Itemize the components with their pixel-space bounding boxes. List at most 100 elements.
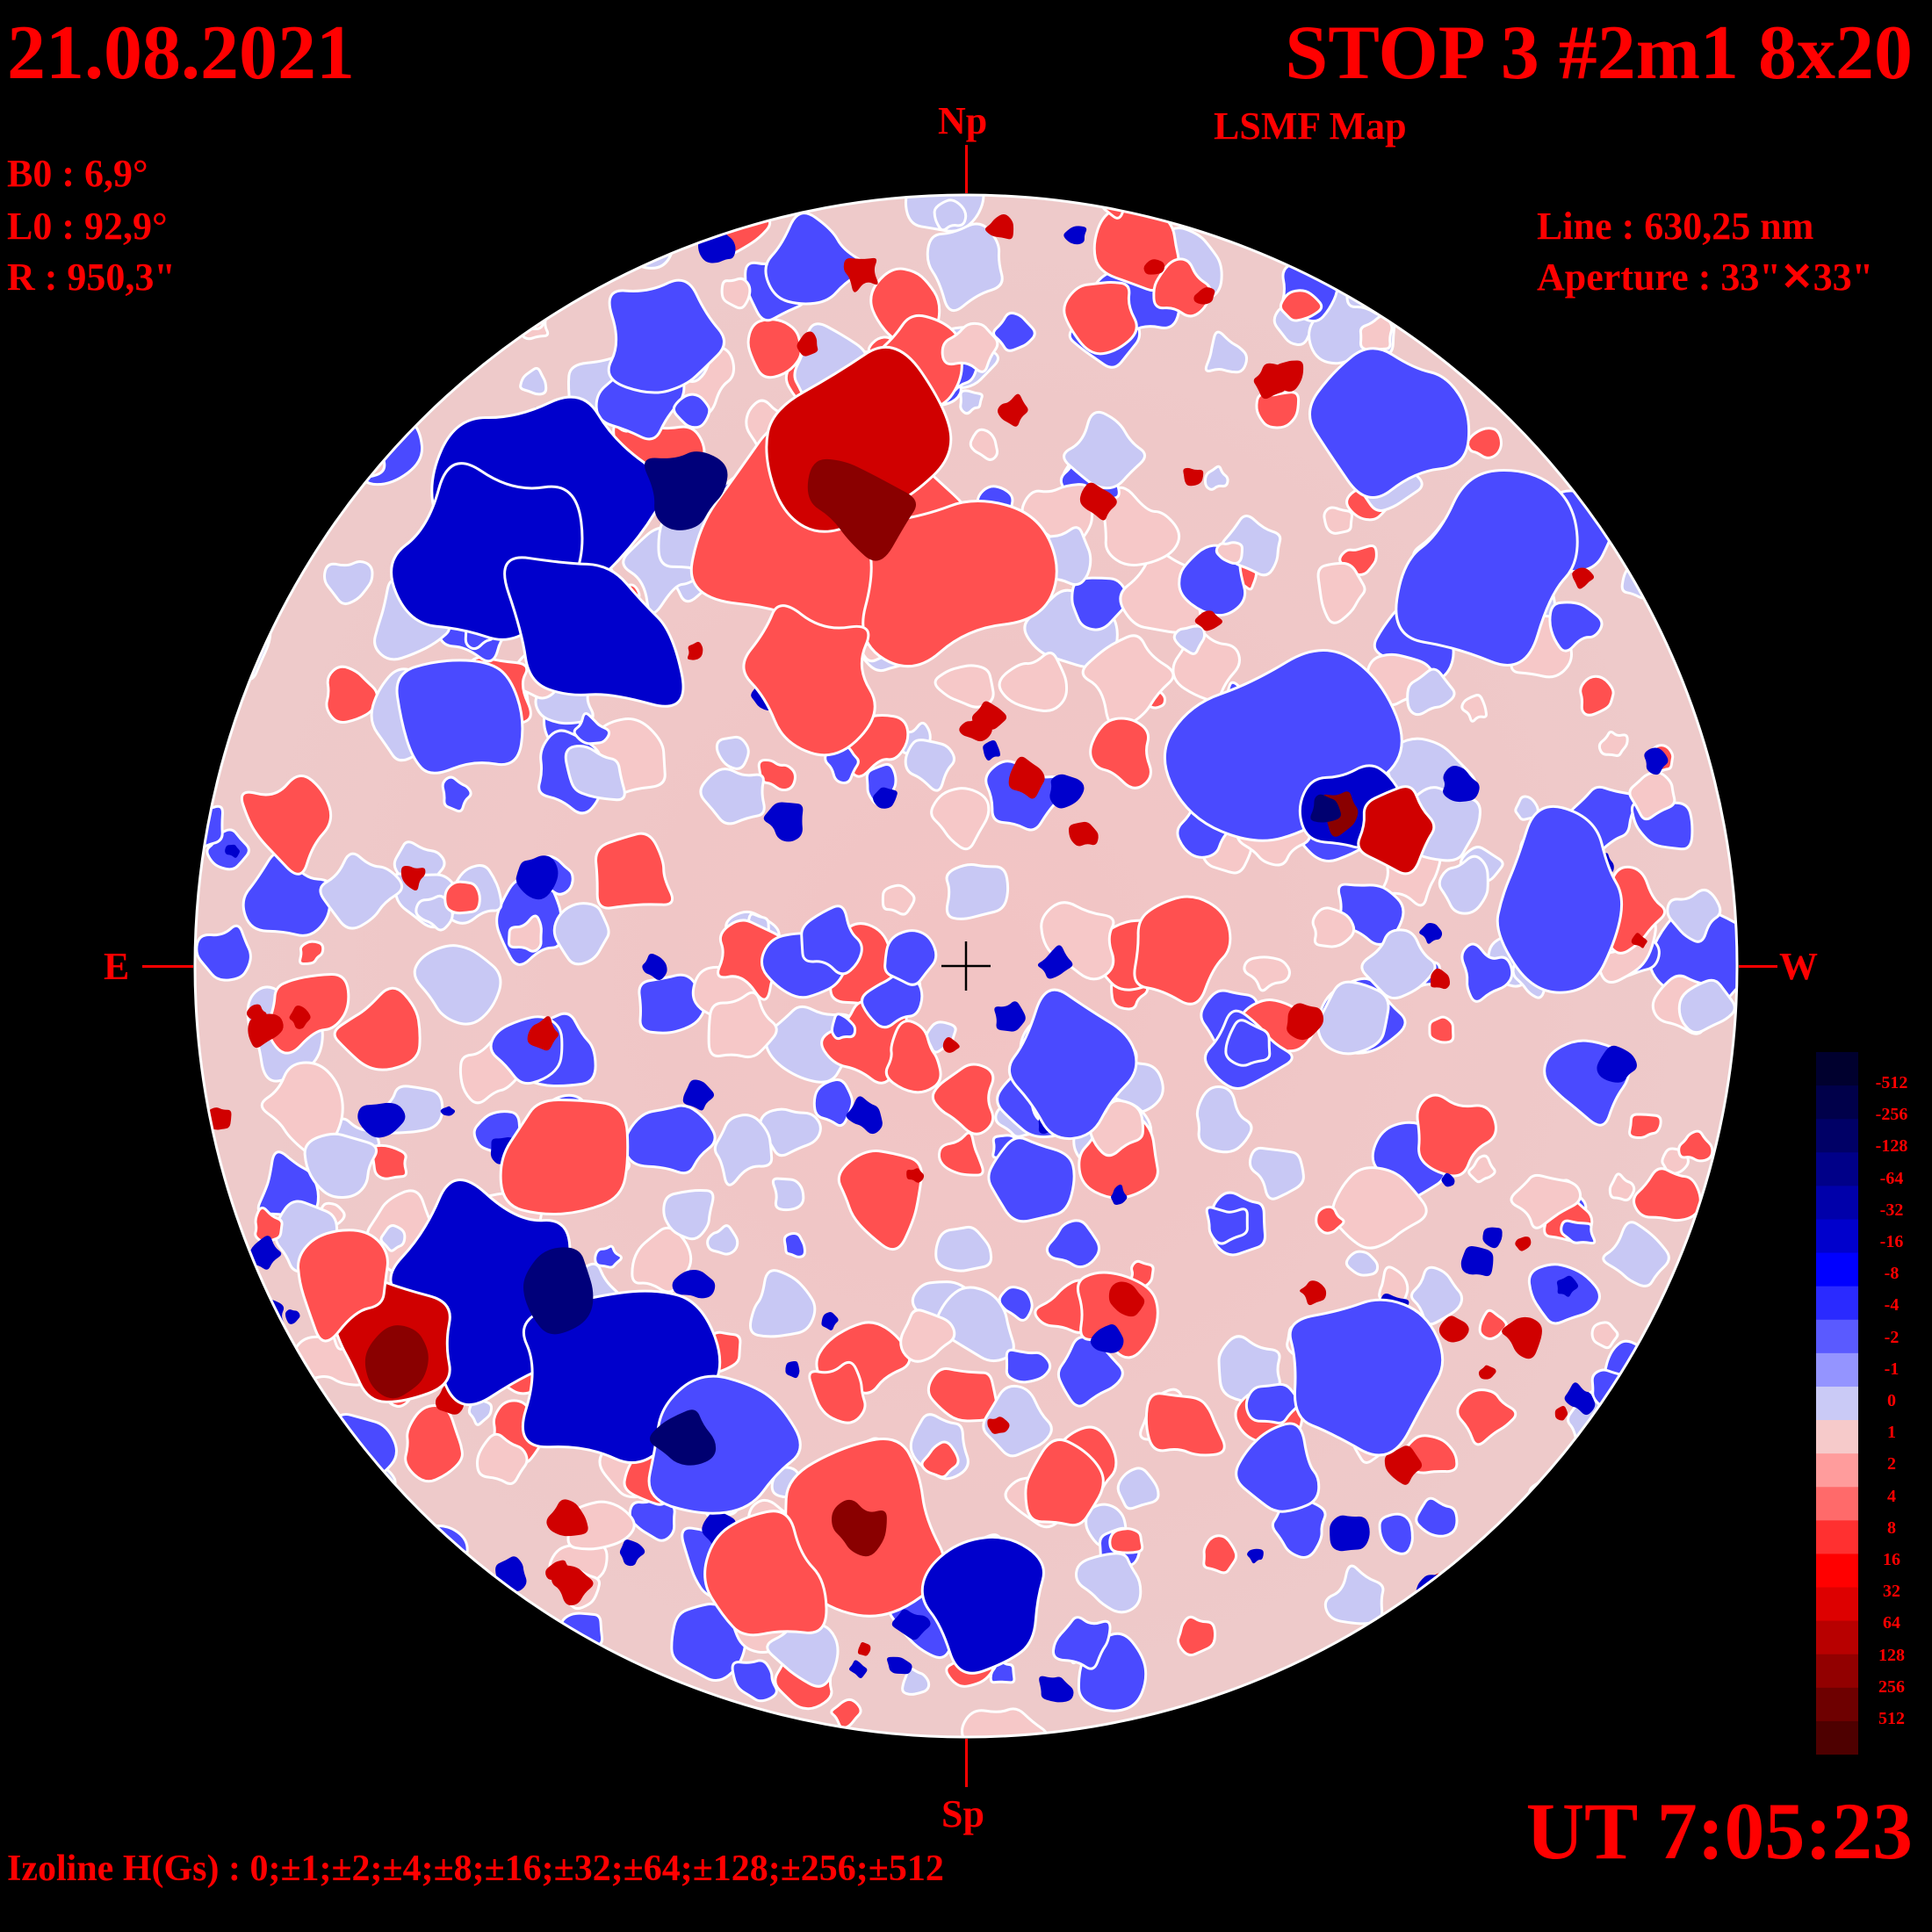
- polarity-patch: [240, 775, 333, 876]
- polarity-core: [271, 556, 292, 582]
- polarity-core: [1247, 1548, 1264, 1564]
- polarity-core: [440, 1106, 456, 1116]
- polarity-patch: [1462, 195, 1531, 238]
- polarity-core: [619, 1539, 645, 1567]
- active-region: [297, 1229, 389, 1343]
- polarity-core: [1287, 1003, 1324, 1041]
- polarity-patch: [1575, 195, 1676, 282]
- polarity-patch: [715, 735, 750, 770]
- polarity-core: [1143, 259, 1165, 275]
- polarity-core: [1193, 287, 1215, 305]
- polarity-patch: [551, 1653, 619, 1715]
- polarity-core: [408, 1695, 436, 1734]
- polarity-patch: [720, 277, 752, 310]
- polarity-patch: [313, 1481, 364, 1539]
- polarity-core: [1644, 747, 1669, 775]
- polarity-patch: [1545, 195, 1613, 266]
- colorscale-label: 128: [1878, 1645, 1905, 1665]
- polarity-patch: [1679, 264, 1727, 320]
- polarity-patch: [901, 1667, 931, 1696]
- active-region: [395, 659, 524, 775]
- polarity-patch: [1116, 1467, 1160, 1510]
- polarity-patch: [1248, 1146, 1305, 1200]
- polarity-core: [195, 1445, 227, 1476]
- polarity-patch: [1394, 220, 1438, 261]
- polarity-patch: [264, 367, 317, 417]
- polarity-patch: [1202, 1534, 1238, 1575]
- polarity-patch: [1144, 1392, 1226, 1457]
- polarity-patch: [346, 1490, 420, 1562]
- polarity-core: [682, 1079, 715, 1111]
- polarity-core: [400, 866, 426, 890]
- polarity-core: [248, 1013, 284, 1049]
- polarity-patch: [298, 1535, 378, 1632]
- region-core: [1310, 794, 1341, 823]
- polarity-core: [891, 1609, 931, 1640]
- colorscale-label: 16: [1883, 1550, 1900, 1569]
- polarity-patch: [1656, 1644, 1704, 1689]
- polarity-core: [258, 206, 291, 235]
- polarity-core: [1614, 1661, 1640, 1681]
- polarity-patch: [287, 1611, 375, 1688]
- polarity-patch: [1071, 576, 1129, 631]
- disk-center-crosshair: [941, 941, 991, 991]
- east-tick: [142, 965, 193, 968]
- polarity-patch: [1344, 1250, 1380, 1277]
- polarity-patch: [1548, 601, 1604, 652]
- polarity-patch: [1204, 330, 1249, 374]
- polarity-patch: [808, 1360, 867, 1424]
- polarity-patch: [881, 883, 916, 916]
- polarity-patch: [422, 1580, 486, 1651]
- polarity-patch: [387, 1525, 469, 1594]
- polarity-patch: [1235, 1422, 1321, 1513]
- polarity-patch: [573, 712, 611, 746]
- polarity-core: [672, 1269, 716, 1299]
- polarity-patch: [1224, 1019, 1272, 1067]
- polarity-core: [546, 1499, 588, 1537]
- polarity-core: [1438, 1316, 1469, 1343]
- polarity-core: [1090, 1324, 1124, 1353]
- polarity-core: [446, 1641, 471, 1662]
- polarity-patch: [215, 1598, 250, 1633]
- polarity-core: [1532, 1670, 1554, 1693]
- colorscale-swatch: [1816, 1654, 1858, 1689]
- polarity-core: [906, 1168, 925, 1183]
- polarity-patch: [830, 1013, 857, 1041]
- polarity-core: [495, 1556, 527, 1591]
- north-tick: [965, 145, 968, 193]
- active-region: [861, 500, 1058, 668]
- polarity-patch: [662, 1189, 715, 1241]
- polarity-patch: [1452, 311, 1489, 347]
- polarity-core: [987, 1417, 1010, 1434]
- polarity-patch: [416, 1653, 463, 1698]
- colorscale-swatch: [1816, 1720, 1858, 1755]
- polarity-patch: [347, 1503, 406, 1563]
- izoline-levels: Izoline H(Gs) : 0;±1;±2;±4;±8;±16;±32;±6…: [7, 1849, 944, 1889]
- colorscale-label: 512: [1878, 1709, 1905, 1728]
- map-subtitle: LSMF Map: [1214, 105, 1407, 148]
- polarity-core: [1502, 1316, 1542, 1359]
- polarity-patch: [771, 1177, 805, 1212]
- colorscale-label: -2: [1884, 1327, 1900, 1347]
- colorscale-label: -4: [1884, 1295, 1900, 1316]
- polarity-patch: [1303, 195, 1388, 265]
- polarity-core: [984, 213, 1014, 240]
- polarity-core: [195, 1232, 210, 1265]
- polarity-core: [1108, 1281, 1145, 1317]
- polarity-patch: [837, 1150, 923, 1251]
- polarity-patch: [594, 1244, 623, 1269]
- polarity-patch: [1315, 1205, 1345, 1235]
- polarity-patch: [1592, 382, 1640, 423]
- polarity-patch: [1311, 906, 1356, 948]
- polarity-patch: [227, 1590, 306, 1683]
- polarity-patch: [1102, 486, 1181, 566]
- polarity-patch: [528, 1627, 587, 1699]
- polarity-patch: [407, 351, 450, 400]
- polarity-patch: [239, 1398, 277, 1427]
- polarity-patch: [254, 1207, 284, 1244]
- polarity-patch: [1557, 1576, 1604, 1629]
- param-radius: R : 950,3": [7, 256, 176, 299]
- polarity-patch: [1602, 1221, 1670, 1287]
- polarity-patch: [748, 1269, 817, 1338]
- polarity-patch: [1089, 717, 1152, 789]
